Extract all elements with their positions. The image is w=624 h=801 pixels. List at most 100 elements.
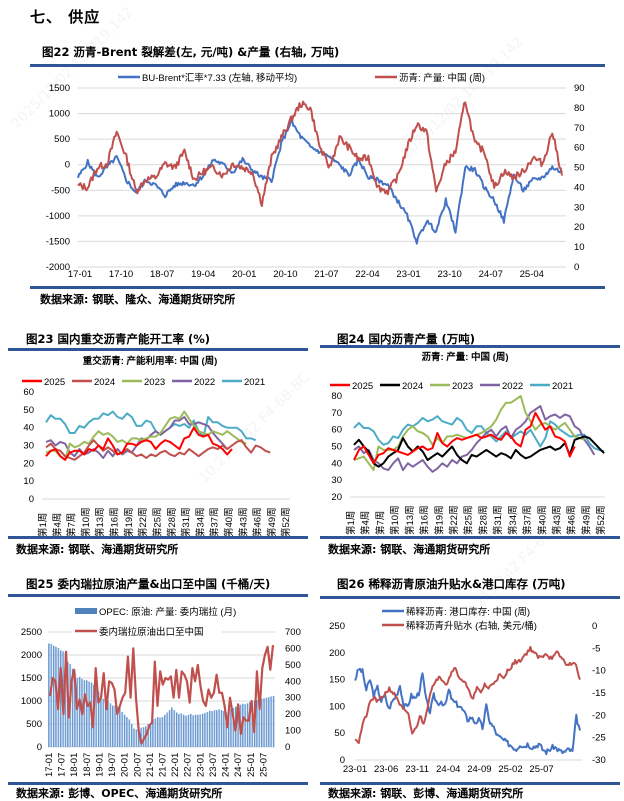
- bar-venezuela-production: [197, 714, 199, 747]
- bar-edge: [220, 710, 222, 747]
- legend-label: 2025: [44, 377, 65, 388]
- bar-edge: [60, 650, 61, 747]
- bar-venezuela-production: [60, 650, 62, 747]
- series-line-exports-to-china: [48, 644, 275, 745]
- y-tick-left: 1500: [21, 673, 42, 684]
- legend-label: 沥青: 产量: 中国 (周): [399, 72, 485, 84]
- bar-venezuela-production: [237, 705, 240, 747]
- x-tick-label: 第13周: [404, 505, 416, 535]
- bar-venezuela-production: [149, 723, 152, 747]
- legend-label: 2025: [352, 381, 373, 392]
- figure-title: 图26 稀释沥青原油升贴水&港口库存 (万吨): [337, 577, 566, 591]
- bar-edge: [244, 704, 246, 747]
- title-rule: [8, 348, 308, 351]
- bar-edge: [230, 709, 231, 747]
- y-tick-right: 40: [574, 182, 585, 193]
- x-tick-label: 22-04: [355, 269, 379, 280]
- y-tick-left: 500: [54, 134, 70, 145]
- x-tick-label: 第28周: [477, 505, 489, 535]
- legend-swatch: [75, 608, 97, 614]
- x-tick-label: 第19周: [123, 507, 135, 537]
- x-tick-label: 23-01: [396, 269, 420, 280]
- y-tick-left: 100: [329, 701, 345, 712]
- bar-venezuela-production: [258, 699, 261, 747]
- y-tick-label: 30: [23, 441, 34, 452]
- bar-edge: [258, 699, 260, 747]
- series-line-2021: [45, 410, 257, 442]
- x-tick-label: 第31周: [492, 505, 504, 535]
- bar-edge: [199, 714, 201, 747]
- bar-venezuela-production: [190, 713, 192, 747]
- legend-label: 2023: [452, 381, 473, 392]
- y-tick-left: 1000: [21, 696, 42, 707]
- y-tick-left: -1500: [46, 236, 70, 247]
- x-tick-label: 23-06: [374, 764, 398, 775]
- bar-venezuela-production: [230, 709, 232, 747]
- y-tick-label: 40: [331, 458, 342, 469]
- x-tick-label: 19-07: [107, 753, 118, 777]
- x-tick-label: 17-10: [109, 269, 133, 280]
- bar-venezuela-production: [211, 711, 213, 747]
- x-tick-label: 25-07: [529, 764, 553, 775]
- section-title: 七、 供应: [30, 8, 101, 26]
- x-tick-label: 第49周: [266, 507, 278, 537]
- bar-edge: [228, 710, 229, 747]
- x-tick-label: 17-01: [44, 753, 55, 777]
- y-tick-right: 0: [592, 621, 597, 632]
- bar-edge: [76, 678, 78, 747]
- bar-venezuela-production: [178, 713, 180, 747]
- bar-venezuela-production: [164, 714, 166, 747]
- chart-subtitle: 重交沥青: 产能利用率: 中国 (周): [83, 355, 218, 367]
- y-tick-label: 10: [23, 476, 34, 487]
- y-tick-right: 10: [574, 242, 585, 253]
- bar-edge: [249, 701, 250, 747]
- bar-edge: [86, 680, 87, 747]
- bar-venezuela-production: [95, 687, 98, 747]
- x-tick-label: 24-01: [221, 753, 232, 777]
- y-tick-left: -500: [51, 185, 70, 196]
- bar-edge: [268, 697, 269, 747]
- y-tick-right: 50: [574, 163, 585, 174]
- bar-venezuela-production: [114, 705, 117, 747]
- series-line-premium: [354, 645, 581, 745]
- x-tick-label: 第19周: [433, 505, 445, 535]
- bar-venezuela-production: [154, 718, 157, 747]
- bar-venezuela-production: [263, 698, 266, 747]
- bar-venezuela-production: [76, 678, 79, 747]
- bar-venezuela-production: [192, 715, 195, 747]
- bar-edge: [168, 710, 170, 747]
- y-tick-right: -10: [592, 666, 606, 677]
- bar-edge: [251, 701, 253, 747]
- source-rule: [320, 536, 620, 539]
- y-tick-right: 60: [574, 143, 585, 154]
- bar-edge: [131, 724, 132, 747]
- bar-venezuela-production: [121, 712, 124, 747]
- title-rule: [30, 64, 605, 67]
- series-line-production: [77, 100, 563, 207]
- y-tick-right: 80: [574, 103, 585, 114]
- x-tick-label: 第4周: [360, 511, 372, 535]
- series-line-2023: [45, 410, 247, 461]
- bar-edge: [128, 719, 130, 747]
- y-tick-left: 0: [340, 755, 345, 766]
- bar-edge: [201, 713, 203, 747]
- legend-label: 2024: [402, 381, 423, 392]
- bar-edge: [105, 698, 106, 747]
- x-tick-label: 第10周: [80, 507, 92, 537]
- x-tick-label: 第46周: [566, 505, 578, 535]
- bar-edge: [164, 714, 165, 747]
- bar-venezuela-production: [102, 698, 105, 747]
- bar-venezuela-production: [126, 717, 128, 747]
- bar-edge: [152, 719, 153, 747]
- y-tick-left: 200: [329, 648, 345, 659]
- x-tick-label: 22-01: [170, 753, 181, 777]
- figure-title: 图25 委内瑞拉原油产量&出口至中国 (千桶/天): [26, 577, 271, 591]
- x-tick-label: 第1周: [37, 513, 49, 537]
- chart-fig25: OPEC: 原油: 产量: 委内瑞拉 (月)250020001500100050…: [21, 606, 301, 777]
- chart-fig24: 沥青: 产量: 中国 (周) 2025 2024 2023 2022 2021 80 70 60…: [330, 351, 607, 535]
- bar-venezuela-production: [74, 673, 76, 747]
- x-tick-label: 23-01: [195, 753, 206, 777]
- title-rule: [320, 596, 620, 599]
- y-tick-right: 100: [285, 726, 301, 737]
- legend-label: 稀释沥青升贴水 (右轴, 美元/桶): [406, 620, 537, 632]
